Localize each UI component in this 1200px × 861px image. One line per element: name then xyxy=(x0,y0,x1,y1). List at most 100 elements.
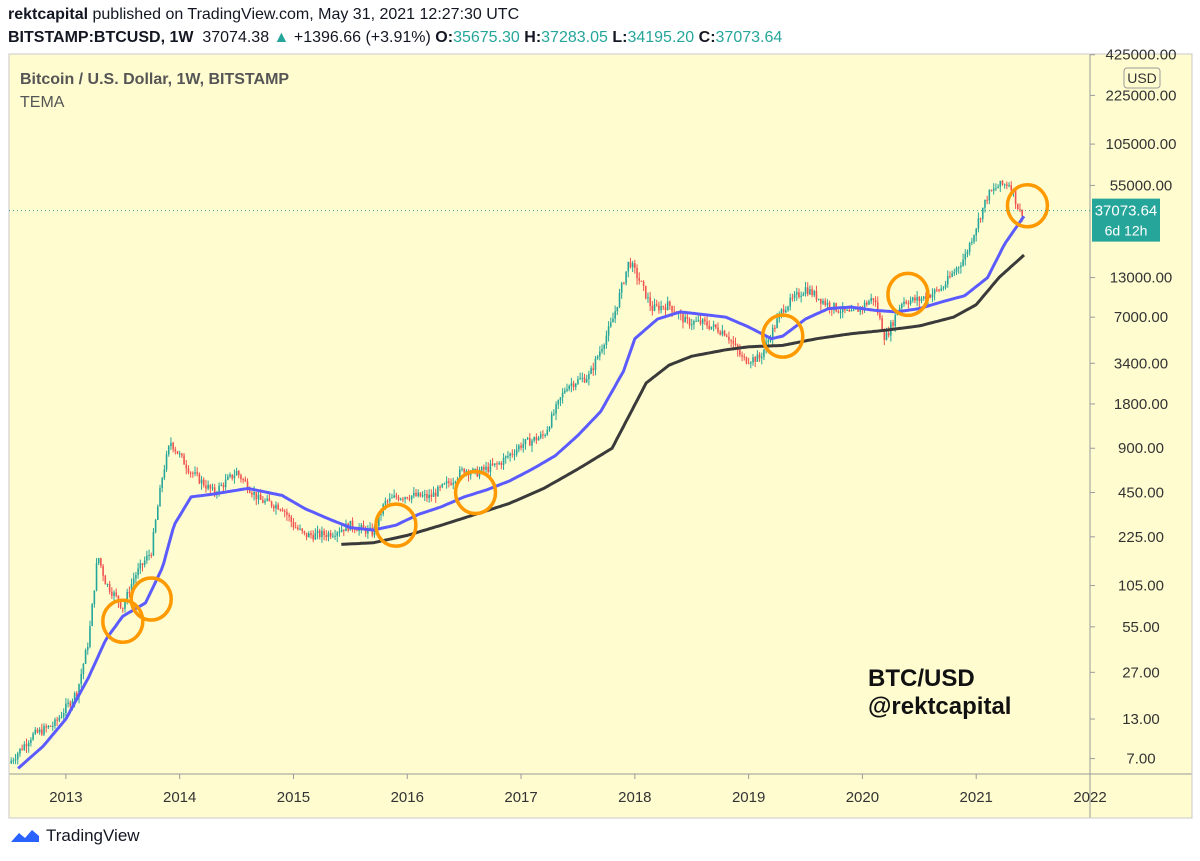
currency-badge[interactable] xyxy=(1123,67,1161,89)
candle-body xyxy=(395,495,398,498)
candle-body xyxy=(636,268,638,279)
candle-body xyxy=(200,479,203,484)
candle-body xyxy=(627,261,630,272)
candle-body xyxy=(290,516,293,522)
candle-body xyxy=(321,530,323,537)
candle-body xyxy=(546,429,549,435)
candle-body xyxy=(776,318,778,328)
candle-body xyxy=(227,476,229,480)
candle-body xyxy=(697,320,700,322)
last-price-badge[interactable] xyxy=(1092,198,1160,242)
candle-body xyxy=(458,469,461,479)
candle-body xyxy=(723,330,726,336)
candle-body xyxy=(89,626,91,647)
candle-body xyxy=(555,404,557,414)
candle-body xyxy=(139,563,142,569)
candle-body xyxy=(752,357,754,363)
candle-body xyxy=(811,289,813,296)
price-axis[interactable] xyxy=(1090,54,1192,774)
candle-body xyxy=(222,484,225,488)
candle-body xyxy=(253,492,255,495)
candle-body xyxy=(305,532,308,538)
candle-body xyxy=(655,304,658,306)
candle-body xyxy=(894,315,897,326)
candle-body xyxy=(931,293,934,298)
candle-body xyxy=(314,533,317,540)
candle-body xyxy=(196,472,198,474)
candle-body xyxy=(152,532,155,556)
candle-body xyxy=(402,498,404,500)
candle-body xyxy=(60,716,63,718)
candle-body xyxy=(771,327,774,340)
candle-body xyxy=(65,703,67,714)
time-axis[interactable] xyxy=(9,774,1192,818)
candle-body xyxy=(213,487,216,494)
candle-body xyxy=(815,290,818,300)
axis-labels-group: 425000.00 225000.00 105000.00 55000.00 13000… xyxy=(9,47,1176,806)
candle-body xyxy=(502,457,505,465)
up-triangle-icon: ▲ xyxy=(273,29,290,46)
candle-body xyxy=(717,327,719,333)
price-tick-label: 7000.00 xyxy=(1114,309,1168,326)
candle-body xyxy=(708,325,711,329)
candle-body xyxy=(47,725,50,728)
candle-body xyxy=(170,442,172,447)
candle-body xyxy=(653,304,656,311)
candle-body xyxy=(356,530,358,532)
candle-body xyxy=(117,595,120,603)
candle-body xyxy=(388,498,391,502)
candle-body xyxy=(386,501,389,503)
candle-body xyxy=(522,444,525,448)
candle-body xyxy=(448,481,450,483)
candle-body xyxy=(605,335,608,345)
candle-body xyxy=(995,188,997,190)
price-tick-label: 450.00 xyxy=(1118,485,1164,502)
candle-body xyxy=(312,535,314,540)
candle-body xyxy=(962,259,964,266)
candle-body xyxy=(445,481,448,484)
candle-body xyxy=(194,472,196,474)
candle-body xyxy=(167,446,170,455)
candle-body xyxy=(789,297,792,307)
candle-body xyxy=(918,297,921,301)
candle-body xyxy=(159,487,161,507)
candle-body xyxy=(84,650,87,664)
candle-body xyxy=(146,555,148,561)
candle-body xyxy=(426,494,428,499)
candle-body xyxy=(793,294,796,298)
candle-body xyxy=(185,464,188,469)
tradingview-logo-icon xyxy=(11,830,39,842)
candle-body xyxy=(911,297,914,301)
candle-body xyxy=(121,607,124,609)
candle-body xyxy=(596,356,599,359)
candle-body xyxy=(806,287,809,295)
candle-body xyxy=(909,300,912,305)
candle-body xyxy=(329,532,332,537)
candle-body xyxy=(651,305,654,311)
candle-body xyxy=(268,498,271,502)
publish-date: published on TradingView.com, May 31, 20… xyxy=(92,6,520,23)
candle-body xyxy=(741,355,743,357)
footer-brand[interactable]: TradingView xyxy=(10,826,140,846)
low-value: 34195.20 xyxy=(627,29,695,46)
candle-body xyxy=(701,319,704,324)
candle-body xyxy=(378,514,380,526)
candle-body xyxy=(327,532,330,538)
price-tick-label: 13000.00 xyxy=(1110,270,1173,287)
candle-body xyxy=(936,289,938,291)
candle-body xyxy=(115,592,118,596)
candle-body xyxy=(113,592,115,596)
candle-body xyxy=(609,322,612,327)
price-tick-label: 55000.00 xyxy=(1110,177,1173,194)
candle-body xyxy=(949,276,951,278)
candle-body xyxy=(734,343,737,345)
plot-area[interactable] xyxy=(9,54,1090,774)
candle-body xyxy=(292,521,295,528)
candle-body xyxy=(564,390,566,393)
candle-body xyxy=(929,295,932,298)
candle-body xyxy=(130,583,133,594)
candle-body xyxy=(964,253,967,260)
candle-body xyxy=(728,336,730,341)
author-name[interactable]: rektcapital xyxy=(8,6,89,23)
